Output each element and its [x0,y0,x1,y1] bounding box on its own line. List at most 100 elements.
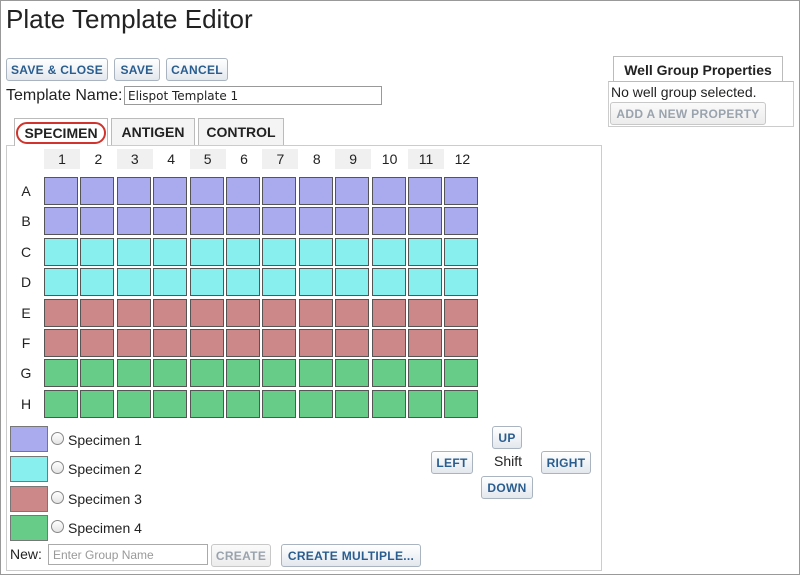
well-b12[interactable] [444,207,479,236]
new-group-name-input[interactable] [48,544,208,565]
well-c2[interactable] [80,237,115,266]
well-f9[interactable] [335,329,370,357]
well-d12[interactable] [444,268,479,297]
well-g7[interactable] [262,359,297,388]
well-h1[interactable] [44,389,78,418]
shift-right-button[interactable]: RIGHT [541,451,591,474]
well-d9[interactable] [335,268,370,297]
well-f1[interactable] [44,329,78,357]
well-d4[interactable] [153,268,188,297]
group-radio-specimen-4[interactable] [51,520,64,533]
well-d2[interactable] [80,268,115,297]
well-b4[interactable] [153,207,188,236]
well-d3[interactable] [116,268,151,297]
well-g12[interactable] [444,359,479,388]
well-g3[interactable] [116,359,151,388]
well-d11[interactable] [408,268,442,297]
shift-up-button[interactable]: UP [492,426,522,449]
well-f10[interactable] [371,329,406,357]
create-multiple-button[interactable]: CREATE MULTIPLE... [281,544,421,567]
well-f2[interactable] [80,329,115,357]
save-button[interactable]: SAVE [114,58,160,81]
tab-well-group-properties[interactable]: Well Group Properties [613,56,783,82]
well-e3[interactable] [116,298,151,327]
add-new-property-button[interactable]: ADD A NEW PROPERTY [610,102,766,125]
well-g5[interactable] [189,359,224,388]
well-h6[interactable] [226,389,260,418]
well-b10[interactable] [371,207,406,236]
well-h2[interactable] [80,389,115,418]
well-a9[interactable] [335,177,370,205]
well-f8[interactable] [298,329,333,357]
well-b1[interactable] [44,207,78,236]
well-h4[interactable] [153,389,188,418]
well-b8[interactable] [298,207,333,236]
tab-antigen[interactable]: ANTIGEN [111,118,195,145]
well-c5[interactable] [189,237,224,266]
well-c10[interactable] [371,237,406,266]
save-and-close-button[interactable]: SAVE & CLOSE [6,58,108,81]
well-g2[interactable] [80,359,115,388]
well-e6[interactable] [226,298,260,327]
group-radio-specimen-1[interactable] [51,432,64,445]
cancel-button[interactable]: CANCEL [166,58,228,81]
well-a8[interactable] [298,177,333,205]
well-d6[interactable] [226,268,260,297]
well-d1[interactable] [44,268,78,297]
well-d7[interactable] [262,268,297,297]
well-g6[interactable] [226,359,260,388]
well-f5[interactable] [189,329,224,357]
well-e8[interactable] [298,298,333,327]
well-f7[interactable] [262,329,297,357]
shift-down-button[interactable]: DOWN [481,476,533,499]
group-radio-specimen-3[interactable] [51,491,64,504]
shift-left-button[interactable]: LEFT [431,451,473,474]
tab-control[interactable]: CONTROL [198,118,284,145]
well-a2[interactable] [80,177,115,205]
tab-specimen[interactable]: SPECIMEN [14,118,108,146]
well-c7[interactable] [262,237,297,266]
well-c6[interactable] [226,237,260,266]
well-b7[interactable] [262,207,297,236]
well-a11[interactable] [408,177,442,205]
well-d8[interactable] [298,268,333,297]
well-a3[interactable] [116,177,151,205]
well-f12[interactable] [444,329,479,357]
well-e9[interactable] [335,298,370,327]
well-a12[interactable] [444,177,479,205]
well-h7[interactable] [262,389,297,418]
well-h9[interactable] [335,389,370,418]
create-button[interactable]: CREATE [211,544,271,567]
well-h3[interactable] [116,389,151,418]
well-g4[interactable] [153,359,188,388]
well-h11[interactable] [408,389,442,418]
well-b5[interactable] [189,207,224,236]
well-g1[interactable] [44,359,78,388]
well-a5[interactable] [189,177,224,205]
group-radio-specimen-2[interactable] [51,461,64,474]
well-c11[interactable] [408,237,442,266]
well-b3[interactable] [116,207,151,236]
well-d10[interactable] [371,268,406,297]
well-c12[interactable] [444,237,479,266]
well-e2[interactable] [80,298,115,327]
well-b11[interactable] [408,207,442,236]
well-c4[interactable] [153,237,188,266]
well-b9[interactable] [335,207,370,236]
well-a4[interactable] [153,177,188,205]
well-f3[interactable] [116,329,151,357]
well-h12[interactable] [444,389,479,418]
well-f6[interactable] [226,329,260,357]
well-g11[interactable] [408,359,442,388]
well-a7[interactable] [262,177,297,205]
well-a1[interactable] [44,177,78,205]
well-e5[interactable] [189,298,224,327]
well-g9[interactable] [335,359,370,388]
well-g8[interactable] [298,359,333,388]
well-h8[interactable] [298,389,333,418]
well-b2[interactable] [80,207,115,236]
well-a10[interactable] [371,177,406,205]
well-e10[interactable] [371,298,406,327]
well-c8[interactable] [298,237,333,266]
well-d5[interactable] [189,268,224,297]
